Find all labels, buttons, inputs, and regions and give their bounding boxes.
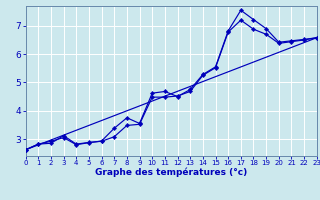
X-axis label: Graphe des températures (°c): Graphe des températures (°c) <box>95 168 247 177</box>
